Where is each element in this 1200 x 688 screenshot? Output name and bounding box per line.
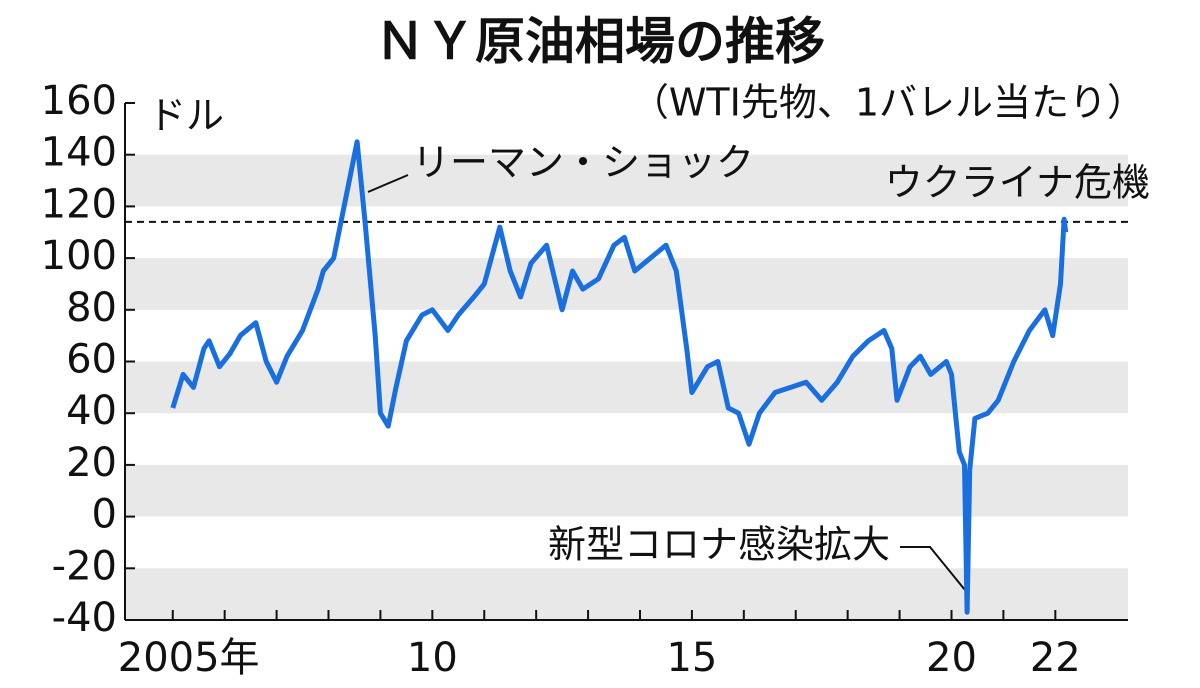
x-tick-label: 22 <box>1030 635 1081 681</box>
chart-title: ＮＹ原油相場の推移 <box>375 13 825 71</box>
x-tick-label: 10 <box>407 635 458 681</box>
y-tick-label: 20 <box>66 440 117 486</box>
y-tick-label: -20 <box>52 543 117 589</box>
y-tick-label: 140 <box>41 130 117 176</box>
y-tick-label: 0 <box>92 492 117 538</box>
y-tick-label: 120 <box>41 181 117 227</box>
grid-band <box>125 258 1128 310</box>
y-tick-label: 80 <box>66 285 117 331</box>
annotation: リーマン・ショック <box>412 141 754 185</box>
y-axis-label: ドル <box>148 94 224 138</box>
grid-band <box>125 154 1128 207</box>
y-tick-label: -40 <box>52 595 117 641</box>
annotation: ウクライナ危機 <box>885 161 1150 205</box>
y-tick-label: 60 <box>66 337 117 383</box>
y-tick-label: 100 <box>41 233 117 279</box>
x-tick-label: 15 <box>666 635 717 681</box>
grid-band <box>125 464 1128 517</box>
grid-band <box>125 568 1128 620</box>
chart-subtitle: （WTI先物、1バレル当たり） <box>631 81 1145 125</box>
leader-line <box>900 546 966 591</box>
y-tick-label: 160 <box>41 78 117 124</box>
y-tick-label: 40 <box>66 388 117 434</box>
x-tick-label: 2005年 <box>118 635 260 681</box>
leader-line <box>367 174 409 193</box>
x-tick-label: 20 <box>926 635 977 681</box>
grid-band <box>125 361 1128 414</box>
annotation: 新型コロナ感染拡大 <box>548 523 890 567</box>
price-line <box>170 139 1069 615</box>
